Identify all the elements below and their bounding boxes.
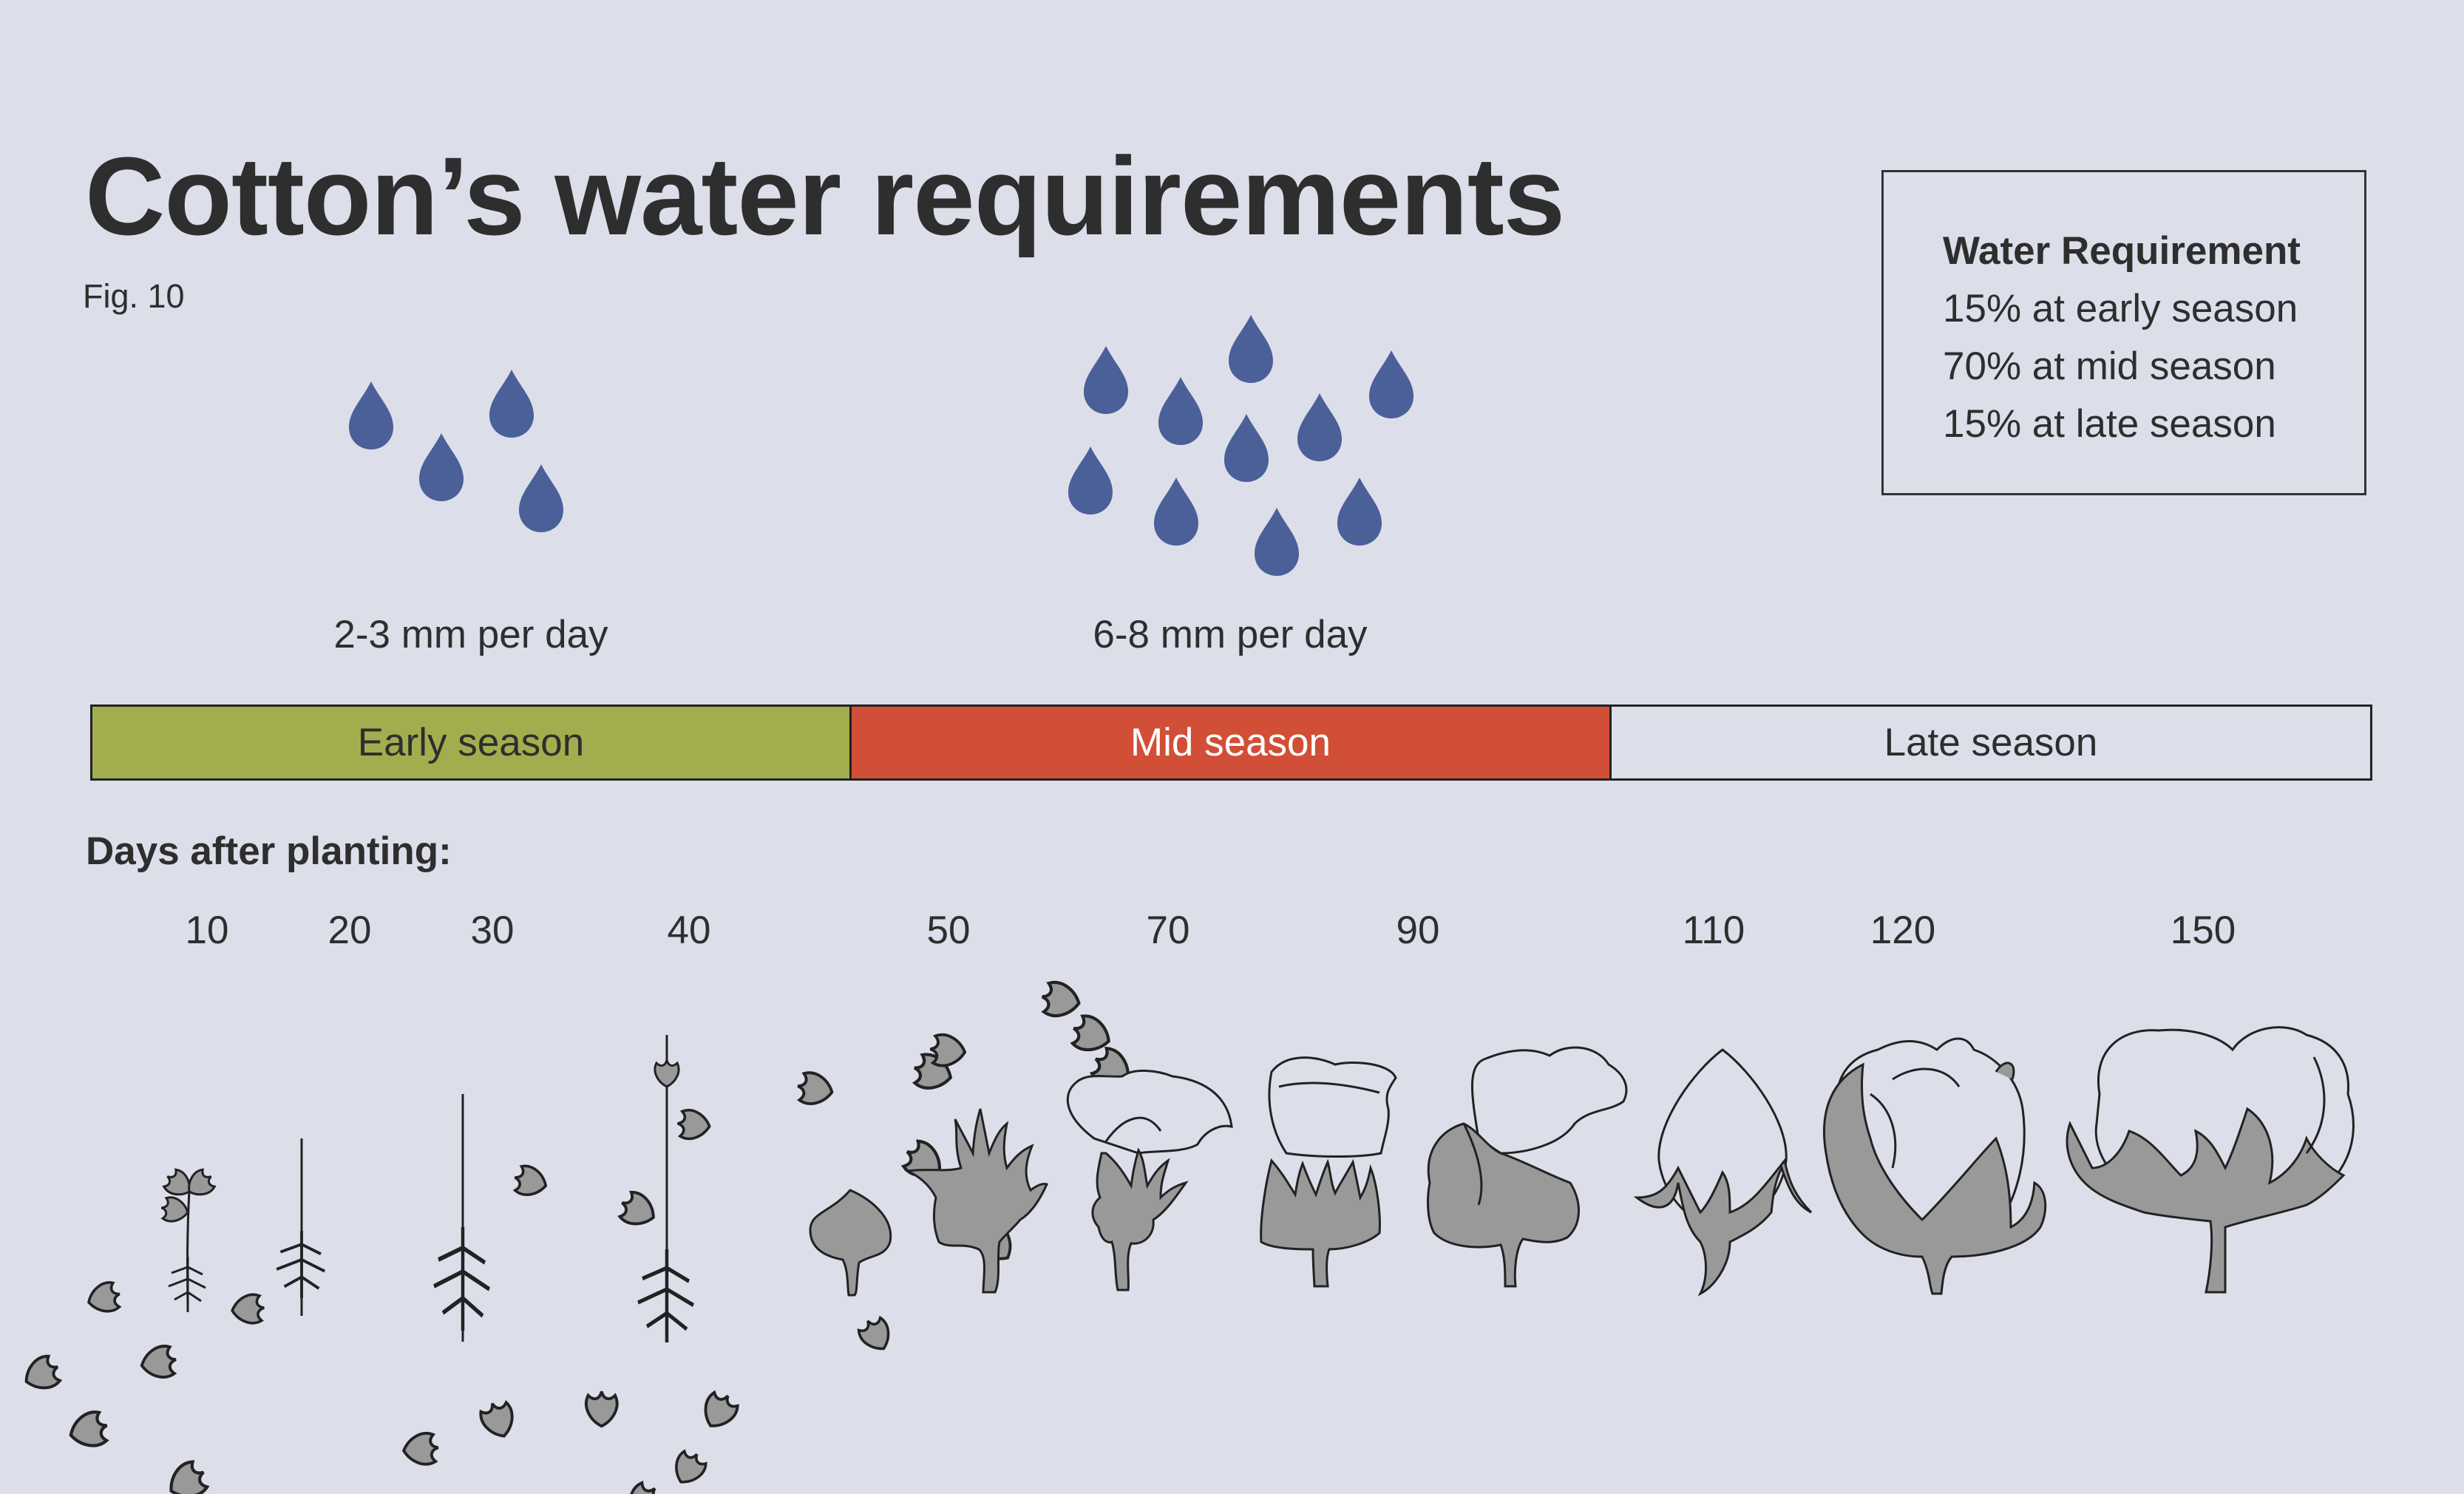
day-label: 90 — [1396, 909, 1440, 952]
day-label: 40 — [667, 909, 711, 952]
day-label: 70 — [1146, 909, 1190, 952]
season-early: Early season — [92, 707, 852, 778]
seedling-plant-icon — [158, 1165, 220, 1313]
page-title: Cotton’s water requirements — [85, 134, 1565, 258]
leafy-plant-icon — [401, 980, 1136, 1494]
open-cotton-boll-icon — [2066, 1026, 2355, 1294]
cotton-square-icon — [809, 1189, 892, 1297]
season-mid: Mid season — [852, 707, 1612, 778]
day-label: 110 — [1682, 909, 1745, 952]
mid-rate-label: 6-8 mm per day — [1093, 613, 1368, 656]
mature-cotton-boll-icon — [1822, 1037, 2047, 1295]
cotton-boll-icon — [1633, 1048, 1813, 1297]
day-label: 30 — [470, 909, 515, 952]
opening-cotton-boll-icon — [1427, 1046, 1628, 1288]
day-label: 50 — [926, 909, 971, 952]
young-plant-icon — [18, 1138, 662, 1443]
cotton-flower-icon — [904, 1108, 1049, 1294]
cotton-flower-icon — [1260, 1056, 1397, 1288]
water-requirement-legend: Water Requirement 15% at early season 70… — [1881, 170, 2366, 495]
legend-line-late: 15% at late season — [1943, 402, 2276, 446]
legend-line-mid: 70% at mid season — [1943, 344, 2276, 388]
days-after-planting-label: Days after planting: — [86, 829, 452, 873]
open-cotton-flower-icon — [1066, 1069, 1233, 1291]
legend-heading: Water Requirement — [1943, 229, 2301, 273]
season-timeline-bar: Early season Mid season Late season — [90, 704, 2372, 781]
day-label: 10 — [185, 909, 229, 952]
early-rate-label: 2-3 mm per day — [333, 613, 608, 656]
day-label: 20 — [327, 909, 372, 952]
day-label: 120 — [1870, 909, 1936, 952]
day-label: 150 — [2170, 909, 2236, 952]
legend-line-early: 15% at early season — [1943, 287, 2298, 330]
season-late: Late season — [1612, 707, 2370, 778]
figure-number: Fig. 10 — [83, 277, 185, 315]
growing-plant-icon — [67, 1052, 955, 1494]
